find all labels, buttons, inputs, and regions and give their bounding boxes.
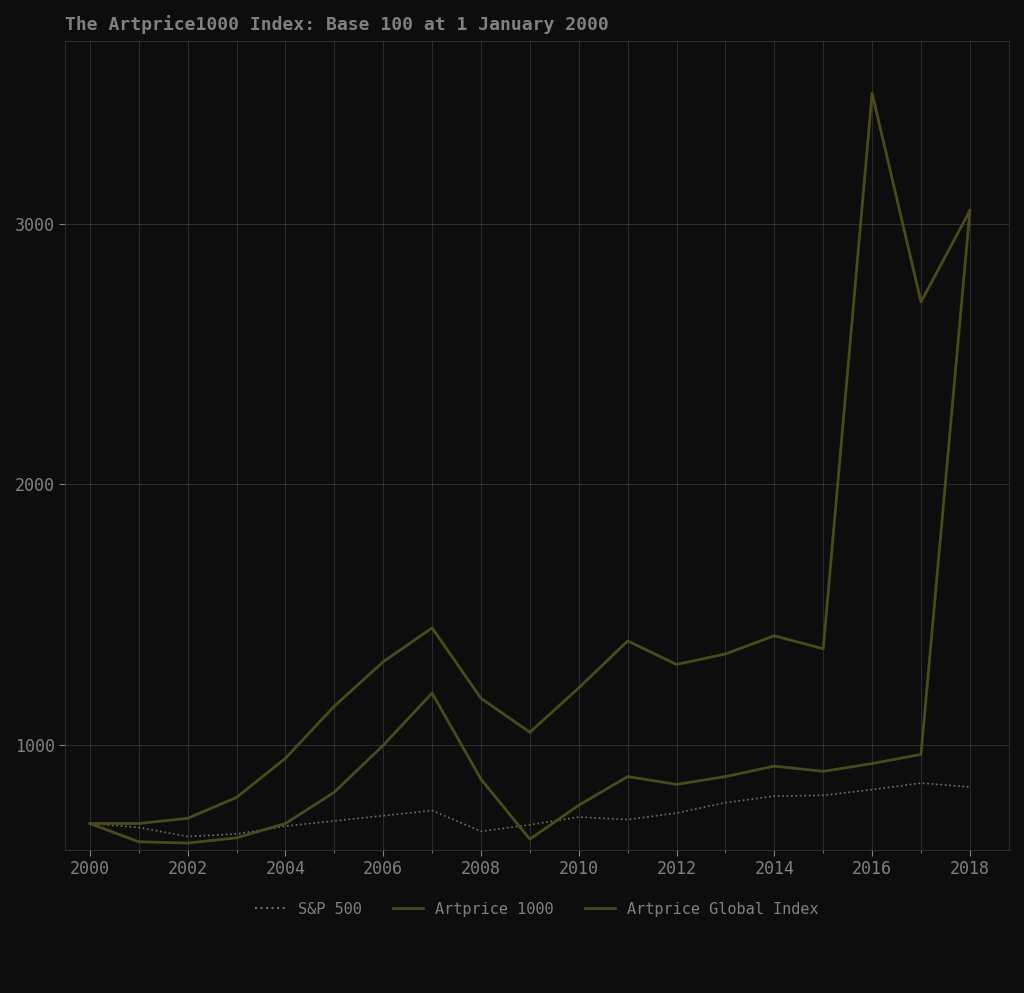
Artprice Global Index	[866, 758, 879, 770]
Artprice Global Index	[572, 799, 585, 811]
Artprice Global Index	[328, 786, 340, 798]
Artprice Global Index	[622, 771, 634, 782]
Line: Artprice Global Index: Artprice Global Index	[90, 211, 970, 843]
Artprice Global Index	[133, 836, 145, 848]
Artprice 1000	[523, 726, 536, 738]
S&P 500	[181, 830, 194, 842]
Artprice 1000	[964, 205, 976, 216]
S&P 500	[230, 828, 243, 840]
Artprice Global Index	[84, 817, 96, 829]
Artprice Global Index	[964, 205, 976, 216]
S&P 500	[866, 783, 879, 795]
Artprice 1000	[817, 642, 829, 654]
Artprice 1000	[768, 630, 780, 641]
S&P 500	[768, 790, 780, 802]
Artprice Global Index	[377, 740, 389, 752]
S&P 500	[475, 825, 487, 837]
S&P 500	[572, 811, 585, 823]
Artprice Global Index	[817, 766, 829, 778]
S&P 500	[671, 807, 683, 819]
S&P 500	[84, 817, 96, 829]
Artprice Global Index	[230, 832, 243, 844]
S&P 500	[817, 789, 829, 801]
Artprice 1000	[622, 635, 634, 646]
Artprice 1000	[280, 753, 292, 765]
Legend: S&P 500, Artprice 1000, Artprice Global Index: S&P 500, Artprice 1000, Artprice Global …	[249, 896, 825, 922]
S&P 500	[523, 819, 536, 831]
Artprice 1000	[84, 817, 96, 829]
Artprice 1000	[719, 648, 731, 660]
S&P 500	[377, 809, 389, 821]
Artprice 1000	[426, 622, 438, 634]
Artprice Global Index	[914, 749, 927, 761]
Artprice 1000	[866, 87, 879, 99]
Artprice Global Index	[523, 833, 536, 845]
S&P 500	[914, 778, 927, 789]
S&P 500	[328, 815, 340, 827]
Artprice 1000	[475, 692, 487, 704]
S&P 500	[280, 820, 292, 832]
Artprice Global Index	[475, 774, 487, 785]
Artprice 1000	[328, 700, 340, 712]
Artprice Global Index	[426, 687, 438, 699]
Artprice Global Index	[719, 771, 731, 782]
S&P 500	[133, 821, 145, 833]
Artprice Global Index	[181, 837, 194, 849]
S&P 500	[964, 781, 976, 793]
Artprice Global Index	[280, 817, 292, 829]
Artprice 1000	[914, 296, 927, 308]
S&P 500	[622, 813, 634, 825]
Line: S&P 500: S&P 500	[90, 783, 970, 836]
Artprice 1000	[572, 682, 585, 694]
S&P 500	[426, 804, 438, 816]
Line: Artprice 1000: Artprice 1000	[90, 93, 970, 823]
S&P 500	[719, 796, 731, 808]
Artprice Global Index	[768, 761, 780, 773]
Artprice 1000	[230, 791, 243, 803]
Text: The Artprice1000 Index: Base 100 at 1 January 2000: The Artprice1000 Index: Base 100 at 1 Ja…	[66, 15, 609, 34]
Artprice 1000	[377, 655, 389, 667]
Artprice Global Index	[671, 779, 683, 790]
Artprice 1000	[671, 658, 683, 670]
Artprice 1000	[133, 817, 145, 829]
Artprice 1000	[181, 812, 194, 824]
